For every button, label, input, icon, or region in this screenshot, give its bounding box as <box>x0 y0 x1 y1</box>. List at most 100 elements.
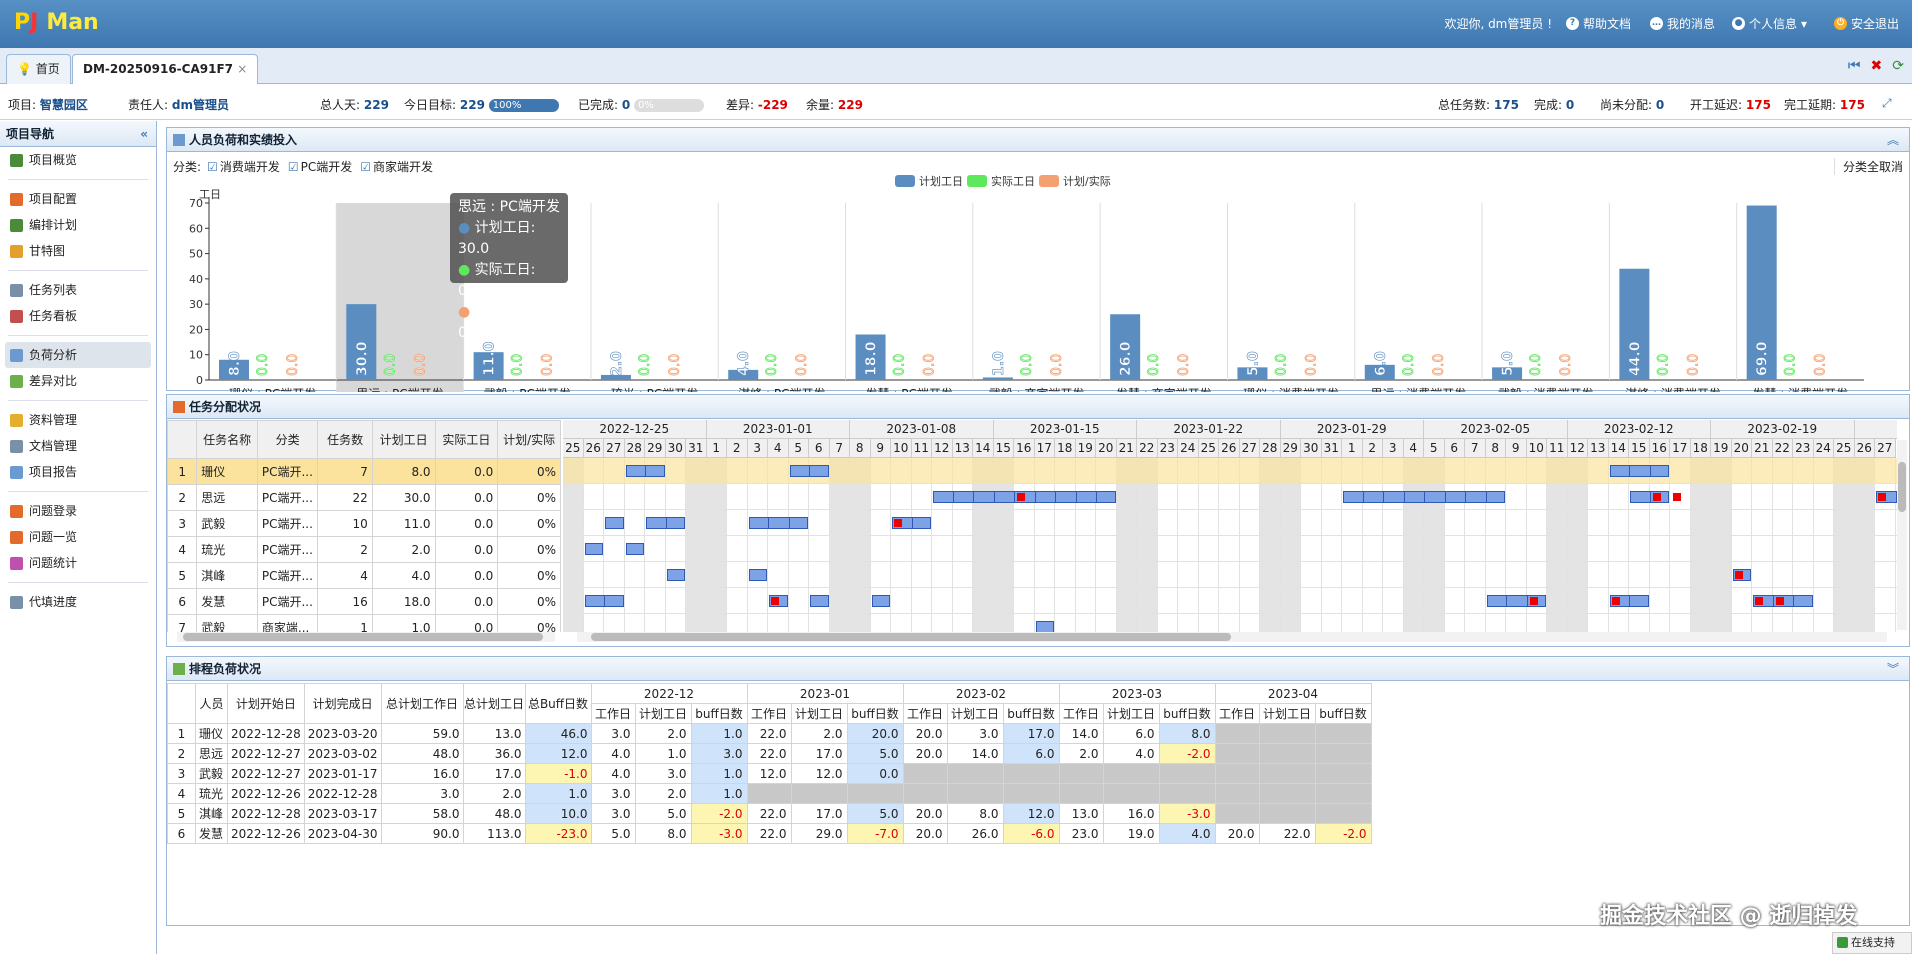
table-row[interactable]: 5 淇峰 2022-12-28 2023-03-17 58.0 48.0 10.0 3.0 5.… <box>167 803 1372 824</box>
sidebar-item-5-0[interactable]: 问题登录 <box>0 498 156 524</box>
table-row[interactable]: 7 武毅 商家端... 1 1.0 0.0 0% <box>167 614 561 632</box>
sched-col-header[interactable]: 计划完成日 <box>303 683 382 724</box>
bar-planned-7[interactable] <box>1110 314 1141 380</box>
task-col-header[interactable]: 任务数 <box>317 420 373 459</box>
task-col-header[interactable]: 计划/实际 <box>497 420 561 459</box>
sched-col-header[interactable]: 总计划工作日 <box>380 683 464 724</box>
tab-project[interactable]: DM-20250916-CA91F7 × <box>72 54 259 84</box>
collapse-icon[interactable]: « <box>140 127 148 141</box>
table-row[interactable]: 2 思远 2022-12-27 2023-03-02 48.0 36.0 12.0 4.0 1.… <box>167 743 1372 764</box>
table-row[interactable]: 4 琉光 2022-12-26 2022-12-28 3.0 2.0 1.0 3.0 2.0 1.… <box>167 783 1372 804</box>
online-support-button[interactable]: 在线支持 <box>1832 932 1912 954</box>
gantt-task-bar[interactable] <box>584 543 603 555</box>
legend-swatch-2[interactable] <box>1039 175 1059 187</box>
gantt-task-bar[interactable] <box>748 569 767 581</box>
empty-cell <box>1258 763 1316 784</box>
sched-col-header[interactable]: 总计划工日 <box>462 683 526 724</box>
sidebar-item-2-0[interactable]: 任务列表 <box>0 277 156 303</box>
bar-planned-1[interactable] <box>346 304 377 380</box>
clear-all-button[interactable]: 分类全取消 <box>1833 158 1903 175</box>
category-checkbox-0[interactable]: ☑ 消费端开发 <box>207 160 280 174</box>
bar-planned-3[interactable] <box>600 374 631 380</box>
gantt-task-bar[interactable] <box>871 595 890 607</box>
horizontal-scrollbar-left[interactable] <box>177 632 555 642</box>
bar-planned-8[interactable] <box>1237 367 1268 380</box>
sidebar-item-1-2[interactable]: 甘特图 <box>0 238 156 264</box>
refresh-icon[interactable]: ⟳ <box>1892 58 1904 74</box>
messages-link[interactable]: … 我的消息 <box>1650 17 1716 31</box>
schedule-load-panel: 排程负荷状况 ︾ 人员 计划开始日 计划完成日 总计划工作日 总计划工日 总Buff日数 20… <box>166 656 1910 926</box>
gantt-task-bar[interactable] <box>810 595 829 607</box>
legend-label-2[interactable]: 计划/实际 <box>1063 174 1111 188</box>
horizontal-scrollbar-gantt[interactable] <box>577 632 1887 642</box>
legend-label-0[interactable]: 计划工日 <box>919 175 963 188</box>
sidebar-item-4-0[interactable]: 资料管理 <box>0 407 156 433</box>
table-row[interactable]: 4 琉光 PC端开... 2 2.0 0.0 0% <box>167 536 561 563</box>
sidebar-item-5-2[interactable]: 问题统计 <box>0 550 156 576</box>
table-row[interactable]: 1 珊仪 PC端开... 7 8.0 0.0 0% <box>167 458 561 485</box>
vertical-scrollbar[interactable] <box>1897 440 1907 630</box>
sidebar-item-1-1[interactable]: 编排计划 <box>0 212 156 238</box>
table-row[interactable]: 6 发慧 2022-12-26 2023-04-30 90.0 113.0 -23.0 5.0… <box>167 823 1372 844</box>
gantt-task-bar[interactable] <box>625 543 644 555</box>
sidebar-item-2-1[interactable]: 任务看板 <box>0 303 156 329</box>
task-col-header[interactable]: 任务名称 <box>196 420 258 459</box>
profile-menu[interactable]: ● 个人信息 ▾ <box>1732 15 1807 32</box>
gantt-task-bar[interactable] <box>605 517 624 529</box>
bar-planned-12[interactable] <box>1746 205 1777 380</box>
table-row[interactable]: 2 思远 PC端开... 22 30.0 0.0 0% <box>167 484 561 511</box>
sidebar-item-0-0[interactable]: 项目概览 <box>0 147 156 173</box>
close-all-icon[interactable]: ✖ <box>1870 58 1883 74</box>
logout-link[interactable]: ⏻ 安全退出 <box>1834 15 1899 32</box>
gantt-task-bar[interactable] <box>1035 621 1054 632</box>
category-checkbox-1[interactable]: ☑ PC端开发 <box>288 160 352 174</box>
expand-icon[interactable]: ⤢ <box>1882 96 1892 110</box>
table-row[interactable]: 1 珊仪 2022-12-28 2023-03-20 59.0 13.0 46.0 3.0 2.… <box>167 723 1372 744</box>
sched-cell: 2022-12-27 <box>227 763 305 784</box>
sched-col-header[interactable]: 总Buff日数 <box>524 683 592 724</box>
bar-planned-4[interactable] <box>728 369 759 380</box>
category-checkbox-2[interactable]: ☑ 商家端开发 <box>360 160 433 174</box>
sidebar-item-3-0[interactable]: 负荷分析 <box>5 342 151 368</box>
gantt-task-bar[interactable] <box>748 517 808 529</box>
legend-label-1[interactable]: 实际工日 <box>991 174 1035 188</box>
sidebar-item-6-0[interactable]: 代填进度 <box>0 589 156 615</box>
task-col-header[interactable]: 计划工日 <box>371 420 436 459</box>
bar-planned-2[interactable] <box>473 352 504 380</box>
legend-swatch-1[interactable] <box>967 175 987 187</box>
task-col-header[interactable]: 分类 <box>256 420 319 459</box>
sidebar-item-4-1[interactable]: 文档管理 <box>0 433 156 459</box>
sched-month-cell: 22.0 <box>746 823 792 844</box>
task-col-header[interactable]: 实际工日 <box>434 420 499 459</box>
table-row[interactable]: 6 发慧 PC端开... 16 18.0 0.0 0% <box>167 588 561 615</box>
legend-swatch-0[interactable] <box>895 175 915 187</box>
table-row[interactable]: 3 武毅 2022-12-27 2023-01-17 16.0 17.0 -1.0 4.0 3.… <box>167 763 1372 784</box>
sidebar-item-3-1[interactable]: 差异对比 <box>0 368 156 394</box>
close-icon[interactable]: × <box>237 62 248 76</box>
sched-col-header[interactable]: 人员 <box>195 683 228 724</box>
collapse-down-icon[interactable]: ︾ <box>1886 662 1899 676</box>
sidebar-item-1-0[interactable]: 项目配置 <box>0 186 156 212</box>
bar-planned-6[interactable] <box>982 377 1013 380</box>
first-icon[interactable]: ⏮ <box>1847 58 1861 74</box>
bar-planned-0[interactable] <box>219 359 249 380</box>
sched-month-cell: 12.0 <box>790 763 848 784</box>
bar-planned-9[interactable] <box>1364 364 1395 380</box>
gantt-overload-marker <box>1775 597 1784 605</box>
table-row[interactable]: 3 武毅 PC端开... 10 11.0 0.0 0% <box>167 510 561 537</box>
sched-cell: 2022-12-28 <box>227 723 305 744</box>
bar-planned-10[interactable] <box>1492 367 1523 380</box>
collapse-up-icon[interactable]: ︽ <box>1886 133 1899 147</box>
tab-home[interactable]: 💡 首页 <box>6 54 71 84</box>
sidebar-item-5-1[interactable]: 问题一览 <box>0 524 156 550</box>
sched-col-header[interactable]: 计划开始日 <box>227 683 305 724</box>
gantt-task-bar[interactable] <box>666 569 685 581</box>
table-row[interactable]: 5 淇峰 PC端开... 4 4.0 0.0 0% <box>167 562 561 589</box>
app-logo[interactable]: PJ Man <box>14 10 99 35</box>
bar-planned-11[interactable] <box>1619 268 1650 380</box>
help-link[interactable]: ? 帮助文档 <box>1566 15 1631 32</box>
sched-month-cell: 5.0 <box>846 743 904 764</box>
bar-planned-5[interactable] <box>855 334 886 380</box>
sidebar-item-4-2[interactable]: 项目报告 <box>0 459 156 485</box>
gantt-task-bar[interactable] <box>1609 465 1669 477</box>
